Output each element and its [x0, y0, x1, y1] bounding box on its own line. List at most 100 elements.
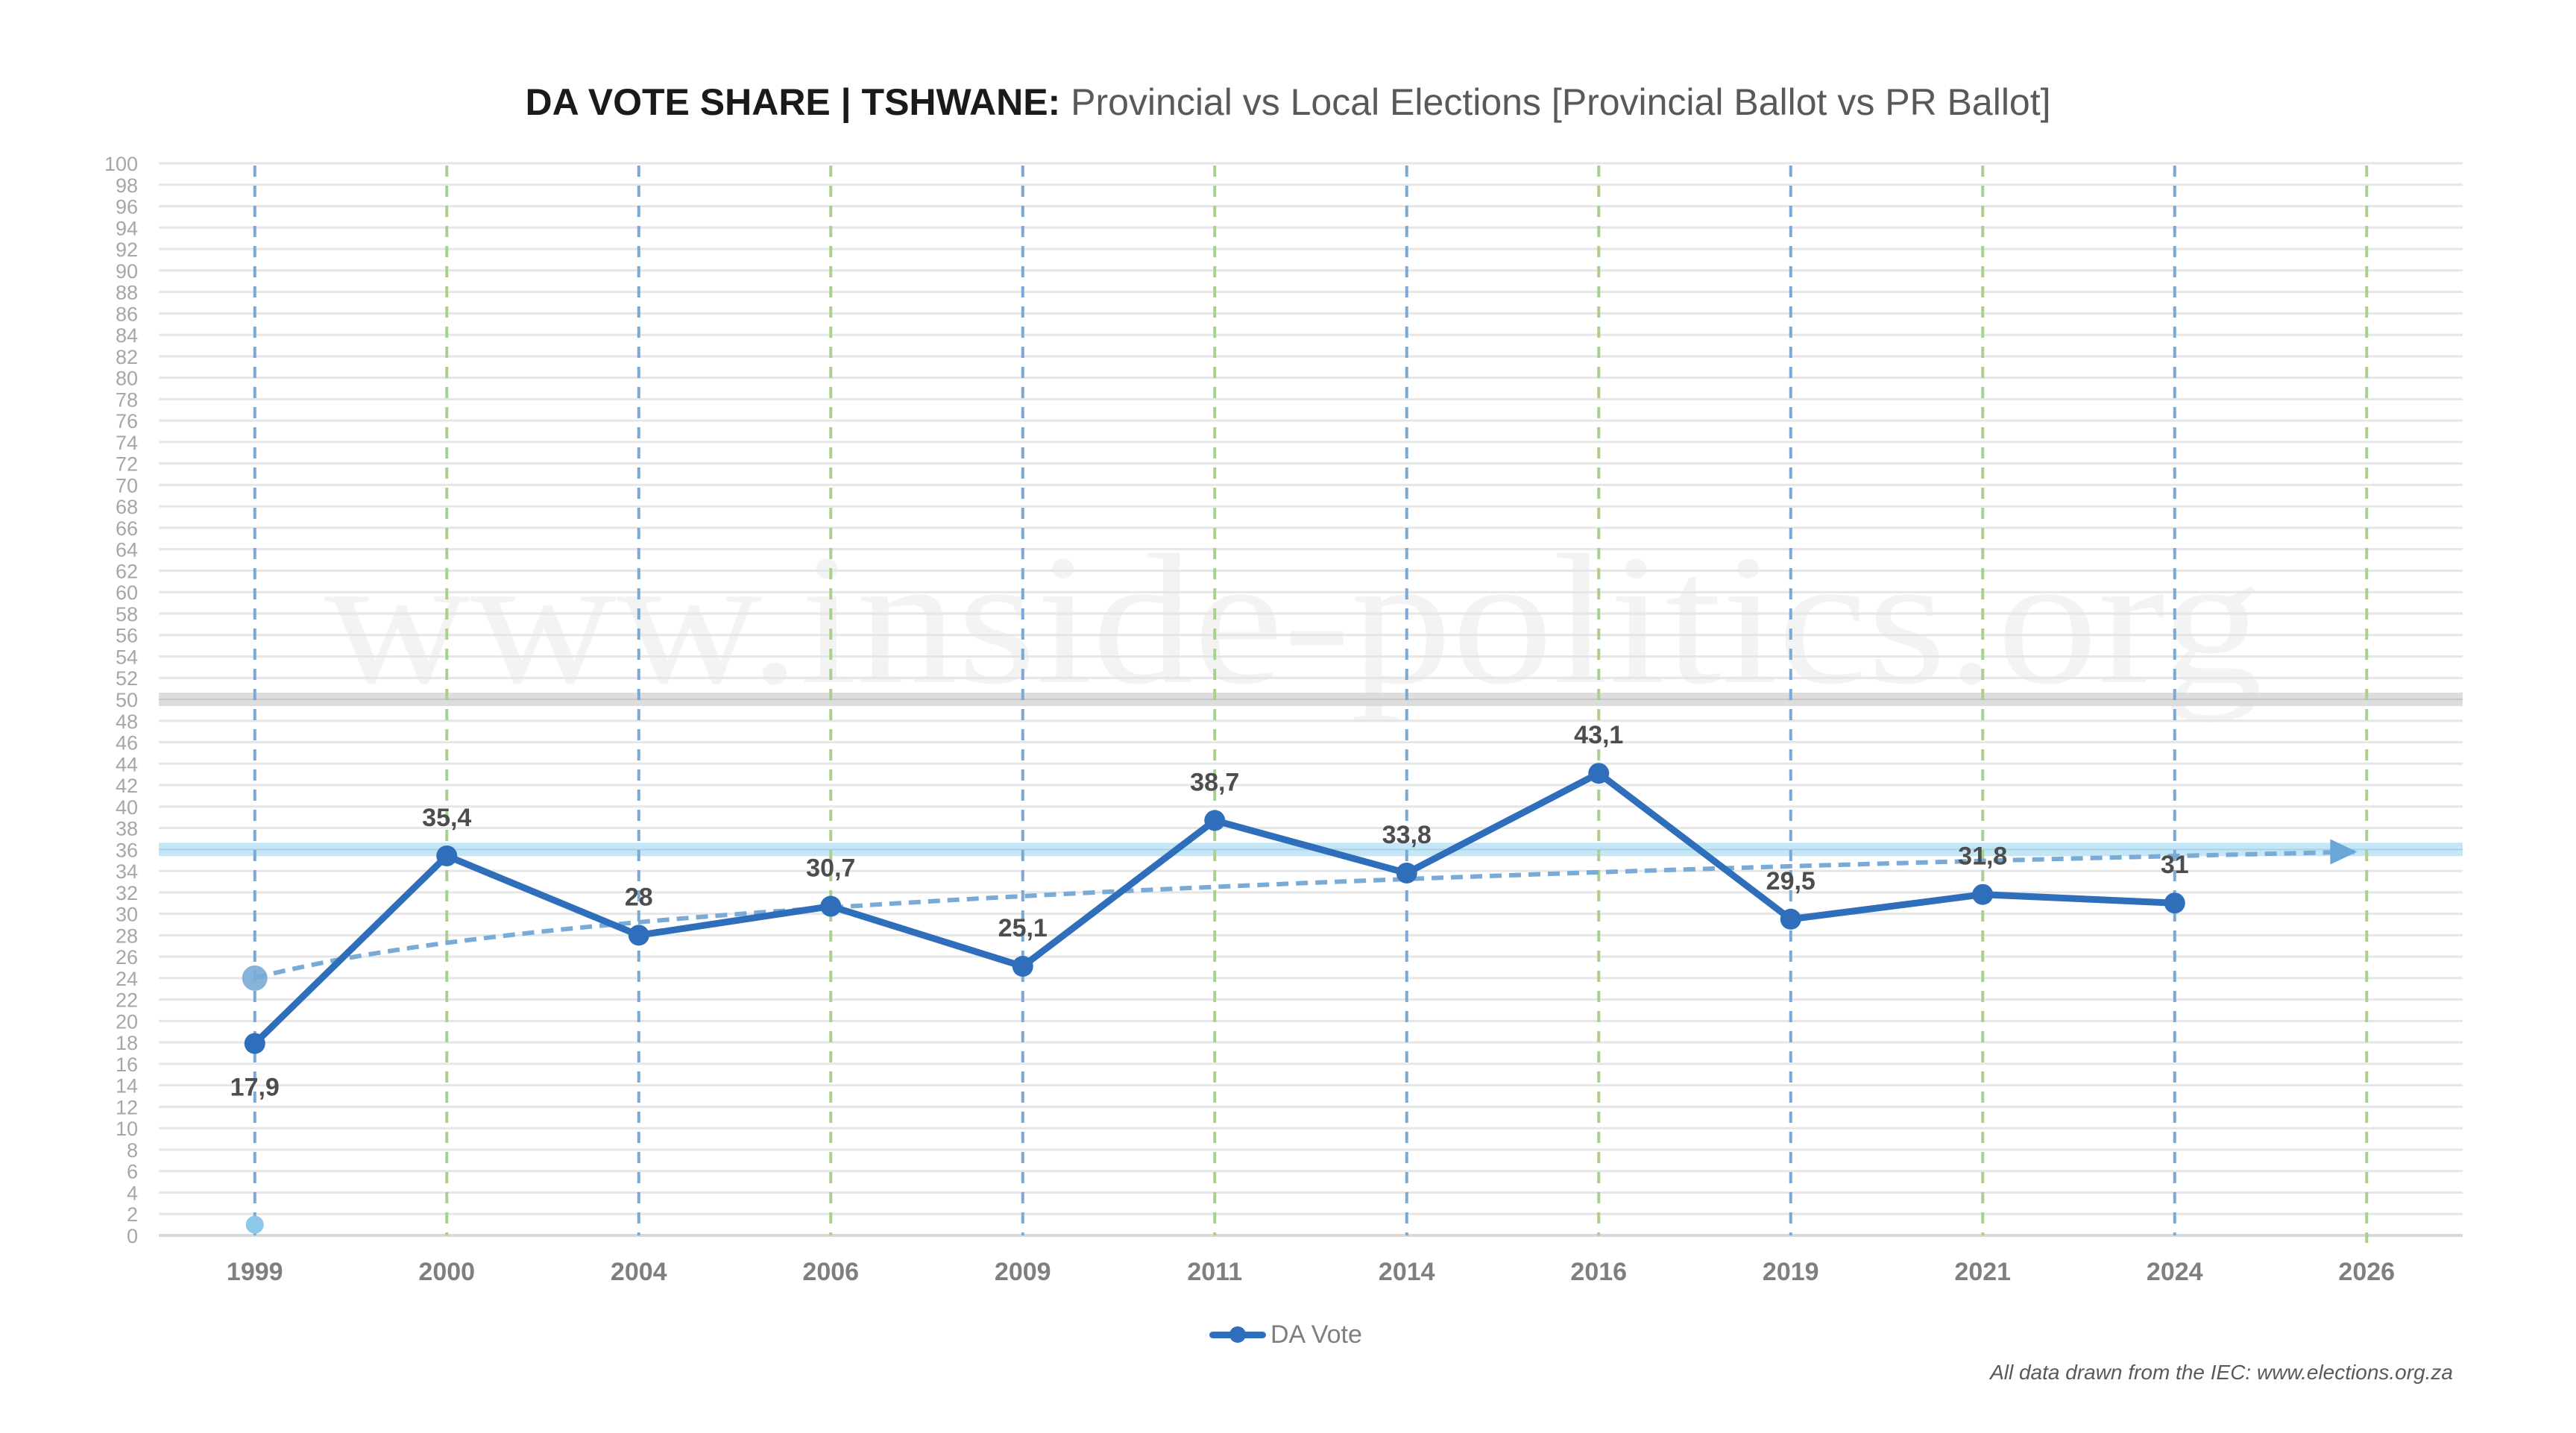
data-point-2000: [436, 845, 458, 866]
data-label-2021: 31,8: [1958, 843, 2007, 871]
y-tick-label: 32: [116, 882, 138, 904]
y-tick-label: 64: [116, 539, 138, 561]
data-point-2016: [1588, 763, 1610, 784]
y-tick-label: 66: [116, 517, 138, 540]
x-tick-label: 1999: [227, 1258, 283, 1286]
y-tick-label: 72: [116, 453, 138, 476]
y-tick-label: 34: [116, 860, 138, 883]
x-tick-label: 2004: [611, 1258, 667, 1286]
trendline: [242, 839, 2358, 1234]
y-tick-label: 46: [116, 732, 138, 755]
y-tick-label: 12: [116, 1096, 138, 1118]
chart-title: DA VOTE SHARE | TSHWANE: Provincial vs L…: [0, 81, 2576, 124]
x-tick-label: 2000: [418, 1258, 475, 1286]
y-tick-label: 70: [116, 474, 138, 497]
data-point-2019: [1780, 908, 1801, 930]
data-label-2019: 29,5: [1766, 867, 1816, 895]
data-point-2006: [820, 895, 842, 917]
y-tick-label: 98: [116, 174, 138, 197]
legend-line-marker-icon: [1208, 1320, 1267, 1349]
y-tick-label: 6: [127, 1161, 138, 1183]
y-tick-label: 44: [116, 753, 138, 775]
data-label-2000: 35,4: [422, 804, 471, 832]
data-label-2009: 25,1: [998, 914, 1048, 942]
x-tick-label: 2014: [1379, 1258, 1435, 1286]
baseline-marker: [245, 1215, 264, 1234]
trendline-path: [254, 849, 2358, 980]
data-point-1999: [244, 1033, 265, 1054]
y-tick-label: 20: [116, 1010, 138, 1033]
y-tick-label: 82: [116, 346, 138, 368]
y-tick-label: 76: [116, 410, 138, 432]
y-tick-label: 2: [127, 1203, 138, 1226]
x-tick-label: 2021: [1954, 1258, 2011, 1286]
y-tick-label: 8: [127, 1139, 138, 1162]
y-tick-label: 58: [116, 603, 138, 626]
watermark: www.inside-politics.org: [324, 517, 2263, 723]
category-gridlines: [253, 166, 2369, 1243]
legend-label-da-vote: DA Vote: [1270, 1320, 1362, 1349]
data-point-2014: [1396, 862, 1417, 884]
source-note: All data drawn from the IEC: www.electio…: [1990, 1361, 2453, 1384]
y-tick-label: 0: [127, 1225, 138, 1247]
x-tick-label: 2019: [1763, 1258, 1819, 1286]
y-tick-label: 50: [116, 689, 138, 711]
data-label-2016: 43,1: [1574, 721, 1623, 749]
y-tick-label: 24: [116, 968, 138, 990]
y-tick-label: 28: [116, 925, 138, 947]
data-label-2006: 30,7: [806, 854, 855, 883]
data-point-2009: [1012, 956, 1033, 977]
x-tick-label: 2009: [995, 1258, 1051, 1286]
y-tick-label: 52: [116, 667, 138, 690]
y-tick-label: 38: [116, 818, 138, 840]
x-axis-ticks: 1999 2000 2004 2006 2009 2011 2014 2016 2019 2021…: [227, 1258, 2395, 1286]
y-tick-label: 74: [116, 432, 138, 454]
legend: DA Vote: [1208, 1316, 1362, 1353]
y-tick-label: 54: [116, 646, 138, 668]
chart-title-bold: DA VOTE SHARE | TSHWANE:: [525, 81, 1061, 123]
data-label-2024: 31: [2161, 851, 2189, 879]
y-tick-label: 30: [116, 904, 138, 926]
y-tick-label: 10: [116, 1118, 138, 1140]
y-tick-label: 88: [116, 282, 138, 304]
x-tick-label: 2011: [1187, 1258, 1242, 1286]
trendline-arrowhead: [2330, 839, 2358, 865]
y-tick-label: 94: [116, 217, 138, 239]
y-tick-label: 68: [116, 496, 138, 518]
y-axis-ticks: 0246810121416182022242628303234363840424…: [104, 153, 138, 1247]
data-labels: 17,9 35,4 28 30,7 25,1 38,7 33,8 43,1 29,5 31,8 31: [230, 721, 2189, 1101]
y-tick-label: 62: [116, 560, 138, 582]
data-point-2024: [2164, 892, 2185, 914]
y-tick-label: 84: [116, 324, 138, 347]
x-tick-label: 2016: [1570, 1258, 1627, 1286]
chart-title-regular: Provincial vs Local Elections [Provincia…: [1060, 81, 2051, 123]
trendline-start-marker: [242, 965, 268, 991]
data-label-2014: 33,8: [1382, 821, 1432, 849]
y-tick-label: 16: [116, 1054, 138, 1076]
y-tick-label: 90: [116, 260, 138, 283]
y-tick-label: 86: [116, 303, 138, 325]
x-tick-label: 2024: [2147, 1258, 2203, 1286]
x-tick-label: 2006: [802, 1258, 859, 1286]
y-tick-label: 48: [116, 711, 138, 733]
y-tick-label: 56: [116, 625, 138, 647]
y-tick-label: 42: [116, 775, 138, 797]
y-tick-label: 100: [104, 153, 138, 175]
y-tick-label: 78: [116, 388, 138, 411]
series-da-vote: [244, 763, 2185, 1054]
x-tick-label: 2026: [2338, 1258, 2395, 1286]
data-point-2021: [1972, 884, 1994, 905]
y-tick-label: 22: [116, 989, 138, 1012]
data-point-2011: [1204, 810, 1226, 831]
data-label-1999: 17,9: [230, 1074, 280, 1102]
y-tick-label: 4: [127, 1182, 138, 1204]
y-tick-label: 92: [116, 239, 138, 261]
y-tick-label: 96: [116, 196, 138, 218]
y-tick-label: 14: [116, 1075, 138, 1097]
y-tick-label: 18: [116, 1032, 138, 1054]
y-tick-label: 26: [116, 946, 138, 969]
y-tick-label: 60: [116, 582, 138, 604]
y-tick-label: 40: [116, 796, 138, 819]
data-label-2004: 28: [625, 883, 653, 911]
